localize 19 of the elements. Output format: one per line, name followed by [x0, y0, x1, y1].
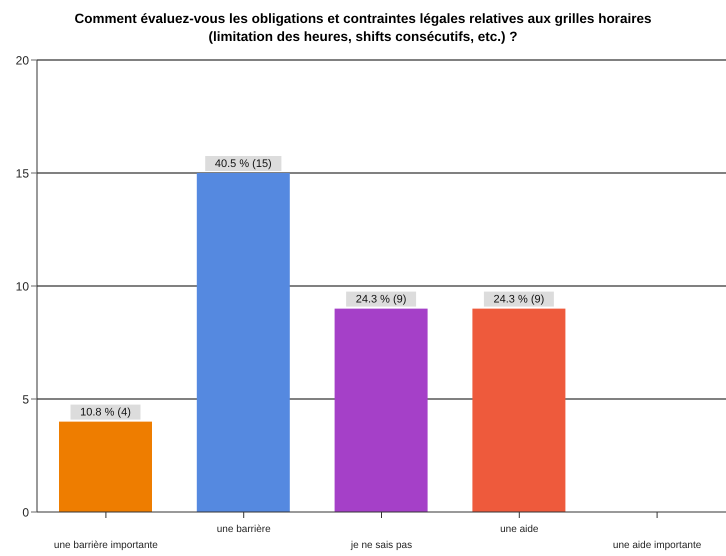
- x-tick-label: une barrière importante: [54, 540, 158, 551]
- y-tick-label: 15: [16, 166, 30, 180]
- x-tick-label: une aide: [500, 524, 539, 535]
- bar: [334, 308, 428, 512]
- x-tick-label: une aide importante: [612, 540, 702, 551]
- data-label: 24.3 % (9): [494, 294, 544, 306]
- y-tick-label: 10: [16, 279, 30, 294]
- bar: [59, 422, 152, 512]
- data-label: 40.5 % (15): [214, 158, 272, 170]
- data-label: 10.8 % (4): [80, 406, 131, 419]
- x-tick-label: je ne sais pas: [350, 540, 412, 551]
- bar: [472, 308, 566, 512]
- data-label: 24.3 % (9): [356, 294, 406, 306]
- chart-title: Comment évaluez-vous les obligations et contraintes légales relatives aux grilles horaires (limitation des heures, shifts consécutifs, etc.) ?: [74, 10, 652, 46]
- y-tick-label: 20: [16, 53, 30, 68]
- x-tick-label: une barrière: [216, 524, 272, 535]
- y-tick-label: 5: [22, 392, 30, 406]
- y-tick-label: 0: [22, 505, 30, 520]
- bar: [196, 173, 290, 512]
